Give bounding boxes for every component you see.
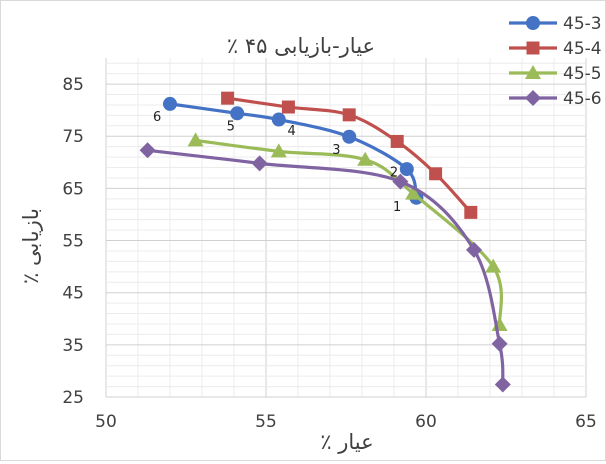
data-point — [281, 100, 295, 114]
x-axis-title: عیار ٪ — [320, 430, 373, 454]
legend-label: 45-4 — [563, 39, 602, 59]
y-tick-label: 85 — [62, 75, 84, 95]
legend-item-45-4: 45-4 — [509, 39, 602, 59]
legend-marker — [525, 65, 541, 79]
legend: 45-3 45-4 45-5 45-6 — [509, 14, 602, 109]
point-label: 1 — [393, 200, 401, 215]
point-label: 5 — [227, 119, 235, 134]
data-point — [270, 143, 287, 158]
y-tick-label: 75 — [62, 127, 84, 147]
data-point — [494, 376, 511, 393]
data-point — [230, 106, 245, 121]
data-point — [163, 96, 177, 111]
x-tick-label: 50 — [95, 412, 117, 432]
data-point — [399, 162, 414, 177]
data-point — [392, 173, 409, 190]
series-layer — [139, 91, 511, 393]
y-tick-label: 25 — [62, 388, 84, 408]
series-45-5 — [187, 132, 508, 332]
point-label: 2 — [390, 165, 398, 180]
y-tick-label: 45 — [62, 284, 84, 304]
data-point — [466, 241, 482, 258]
y-tick-label: 65 — [62, 179, 84, 199]
legend-marker — [526, 41, 540, 55]
series-45-6 — [139, 142, 511, 393]
y-axis-title: بازیابی ٪ — [19, 208, 43, 284]
y-tick-label: 55 — [62, 232, 84, 252]
legend-label: 45-6 — [563, 89, 602, 109]
x-tick-label: 55 — [255, 412, 277, 432]
legend-label: 45-5 — [563, 64, 602, 84]
point-label: 4 — [287, 124, 295, 139]
data-point — [342, 108, 356, 122]
data-point — [390, 134, 404, 148]
point-label: 6 — [153, 110, 161, 125]
y-tick-label: 35 — [62, 336, 84, 356]
data-point — [429, 167, 443, 181]
series-45-4 — [221, 91, 478, 219]
data-point — [357, 151, 374, 166]
x-tick-label: 65 — [575, 412, 597, 432]
data-point — [485, 258, 502, 273]
data-point — [405, 185, 422, 200]
data-point — [187, 132, 204, 147]
data-point — [271, 112, 286, 127]
data-point — [342, 129, 357, 144]
legend-label: 45-3 — [563, 14, 602, 34]
chart-title: عیار-بازیابی ۴۵ ٪ — [227, 34, 375, 58]
series-45-3 — [163, 96, 424, 205]
legend-item-45-6: 45-6 — [509, 89, 602, 109]
data-point — [221, 91, 235, 105]
legend-item-45-3: 45-3 — [509, 14, 602, 34]
data-point — [139, 142, 156, 159]
data-point — [464, 205, 478, 219]
legend-item-45-5: 45-5 — [509, 64, 602, 84]
point-labels-layer: 6 5 4 3 2 1 — [153, 110, 401, 215]
legend-marker — [526, 16, 540, 30]
data-point — [251, 155, 268, 172]
legend-marker — [525, 90, 541, 106]
point-label: 3 — [332, 143, 340, 158]
x-tick-label: 60 — [415, 412, 437, 432]
data-point — [491, 335, 508, 352]
